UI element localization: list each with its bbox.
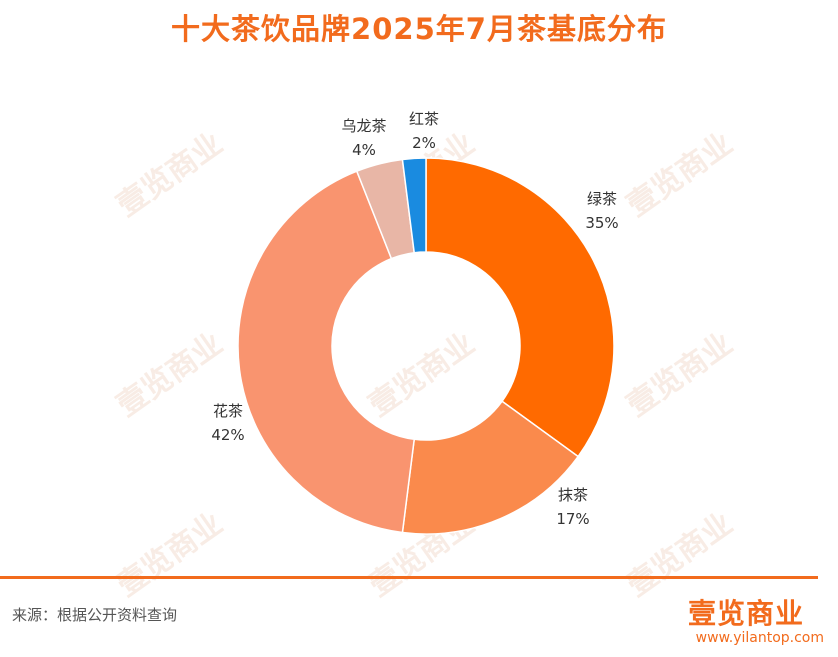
slice-category-label: 红茶 [409,110,439,128]
brand-logo: 壹览商业 [687,597,804,630]
slice-value-label: 35% [585,214,618,232]
chart-title: 十大茶饮品牌2025年7月茶基底分布 [171,12,667,46]
source-note: 来源：根据公开资料查询 [12,606,178,624]
donut-slice [425,157,615,458]
slice-value-label: 2% [412,134,436,152]
slice-category-label: 绿茶 [587,190,617,208]
slice-category-label: 乌龙茶 [341,117,386,135]
slice-category-label: 花茶 [213,402,243,420]
brand-url: www.yilantop.com [695,630,824,646]
donut-slice [237,170,416,534]
footer-divider [0,576,818,579]
slice-value-label: 4% [352,141,376,159]
slice-value-label: 42% [211,426,244,444]
donut-slice [401,157,427,254]
slice-value-label: 17% [556,510,589,528]
donut-chart: 绿茶 35% 抹茶 17% 花茶 42% 乌龙茶 4% 红茶 2% [211,110,619,535]
donut-slice [401,400,580,535]
slice-category-label: 抹茶 [558,486,588,504]
